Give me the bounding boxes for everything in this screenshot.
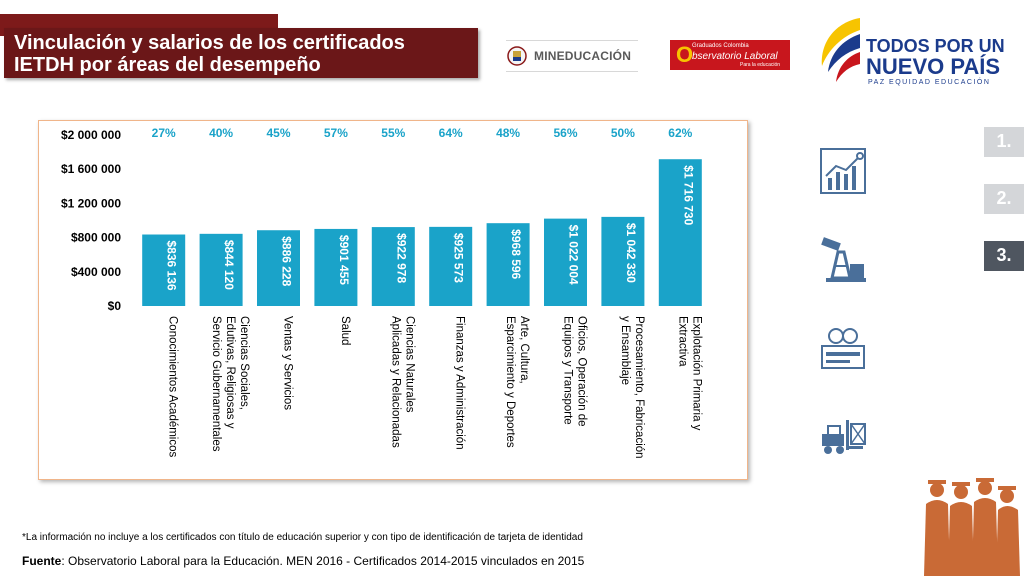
category-label: Servicio Gubernamentales [210,316,222,452]
bar-value-label: $886 228 [280,236,294,286]
bar [257,230,300,306]
bar [486,223,530,306]
nav-section-1[interactable]: 1. [984,127,1024,157]
category-label: Extractiva [676,316,688,367]
todos-line3: PAZ EQUIDAD EDUCACIÓN [868,79,991,86]
vinculacion-pct-label: 40% [209,126,233,140]
coat-of-arms-icon [507,46,527,66]
category-label: Esparcimiento y Deportes [504,316,516,448]
nav-section-2-label: 2. [996,188,1012,208]
source-note: Fuente: Observatorio Laboral para la Edu… [22,554,584,568]
mineducacion-text: MINEDUCACIÓN [534,49,632,63]
page-title: Vinculación y salarios de los certificad… [14,32,474,76]
graduates-silhouette-icon [924,478,1020,576]
observatorio-line3: Para la educación [740,62,781,68]
bar-value-label: $836 136 [165,241,179,291]
category-label: Finanzas y Administración [454,316,466,450]
bar [658,159,702,306]
vinculacion-pct-label: 45% [266,126,290,140]
observatorio-logo: O Graduados Colombia bservatorio Laboral… [670,40,790,70]
title-banner: Vinculación y salarios de los certificad… [4,28,478,78]
source-label: Fuente [22,554,62,568]
todos-por-un-nuevo-pais-logo: TODOS POR UN NUEVO PAÍS PAZ EQUIDAD EDUC… [816,14,1016,94]
vinculacion-pct-label: 55% [381,126,405,140]
page-title-line2: IETDH por áreas del desempeño [14,54,321,76]
category-label: Oficios, Operación de [576,316,588,427]
salary-bar-chart: $0 $400 000 $800 000 $1 200 000 $1 600 000 $2… [61,126,702,459]
bar-value-label: $844 120 [222,240,236,290]
footnote: *La información no incluye a los certifi… [22,532,583,543]
category-label: Procesamiento, Fabricación [633,316,645,459]
vinculacion-pct-label: 27% [152,126,176,140]
y-tick-label: $800 000 [71,231,121,245]
todos-line1: TODOS POR UN [866,36,1005,56]
bar [429,226,473,306]
bar-value-label: $1 716 730 [681,165,695,225]
category-label: Conocimientos Académicos [167,316,179,458]
observatorio-o-icon: O [676,42,694,67]
vinculacion-pct-label: 48% [496,126,520,140]
vinculacion-pct-label: 62% [668,126,692,140]
bar [601,216,645,306]
observatorio-line1: Graduados Colombia [692,43,749,49]
category-label: Aplicadas y Relacionadas [389,316,401,448]
y-tick-label: $0 [108,299,122,313]
bar [314,228,358,306]
nav-section-3[interactable]: 3. [984,241,1024,271]
bar [544,218,587,306]
flag-swoosh-icon [821,18,860,82]
bar [371,227,415,306]
bar-value-label: $901 455 [337,235,351,285]
category-label: Ciencias Naturales [403,316,415,413]
vinculacion-pct-label: 64% [439,126,463,140]
y-tick-label: $2 000 000 [61,128,121,142]
bar-value-label: $925 573 [452,233,466,283]
forklift-icon [822,420,866,454]
page-title-line1: Vinculación y salarios de los certificad… [14,32,405,54]
category-label: Salud [339,316,351,345]
bar-value-label: $1 022 004 [567,225,581,285]
category-label: Explotación Primaria y [690,316,702,431]
mineducacion-logo: MINEDUCACIÓN [506,40,638,72]
oil-pump-icon [821,237,866,282]
category-label: Edutivas, Religiosas y [224,316,236,429]
growth-chart-icon [820,148,866,194]
observatorio-line2: bservatorio Laboral [692,51,778,62]
nav-section-3-label: 3. [996,245,1012,265]
bar-value-label: $922 978 [394,233,408,283]
vinculacion-pct-label: 57% [324,126,348,140]
nav-section-2[interactable]: 2. [984,184,1024,214]
bar [199,233,243,306]
bar-value-label: $1 042 330 [624,223,638,283]
chart-frame: $0 $400 000 $800 000 $1 200 000 $1 600 000 $2… [38,120,748,480]
y-tick-label: $1 600 000 [61,162,121,176]
vinculacion-pct-label: 50% [611,126,635,140]
category-label: Ciencias Sociales, [238,316,250,410]
bar [142,234,186,306]
category-label: Equipos y Transporte [562,316,574,425]
worker-tools-icon [821,328,865,369]
y-tick-label: $1 200 000 [61,196,121,210]
nav-section-1-label: 1. [996,131,1012,151]
y-tick-label: $400 000 [71,265,121,279]
source-text: : Observatorio Laboral para la Educación… [61,554,585,568]
todos-line2: NUEVO PAÍS [866,54,1001,79]
category-label: Ventas y Servicios [282,316,294,410]
category-label: y Ensamblaje [619,316,631,385]
category-label: Arte, Cultura, [518,316,530,384]
vinculacion-pct-label: 56% [553,126,577,140]
bar-value-label: $968 596 [509,229,523,279]
